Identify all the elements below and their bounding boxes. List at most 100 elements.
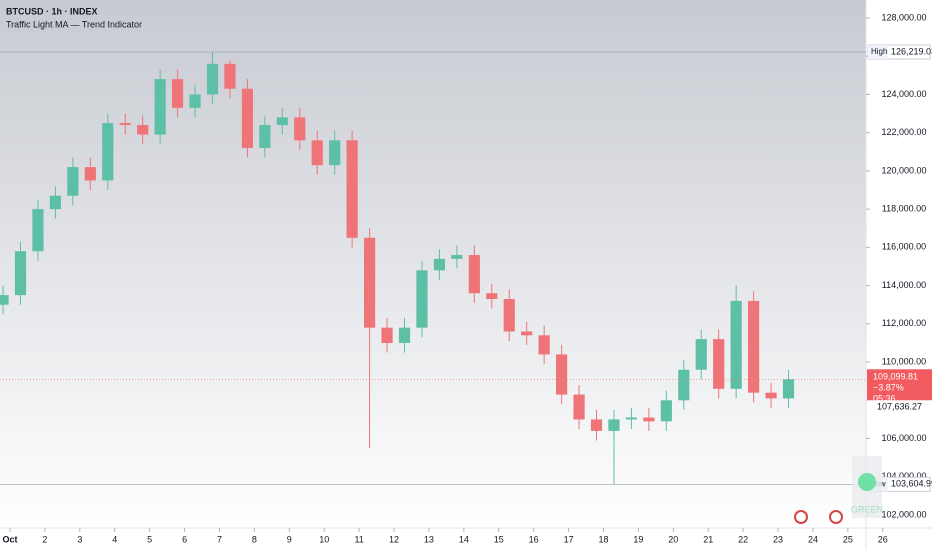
candle-body xyxy=(67,167,79,196)
x-tick-label: 17 xyxy=(564,534,574,544)
chart-subtitle: Traffic Light MA — Trend Indicator xyxy=(6,19,142,29)
candle-body xyxy=(154,79,166,135)
candle-body xyxy=(311,140,323,166)
x-tick-label: 22 xyxy=(738,534,748,544)
y-tick-label: 104,000.00 xyxy=(881,471,926,481)
candle-body xyxy=(503,298,515,332)
candle-body xyxy=(381,327,393,343)
y-tick-label: 124,000.00 xyxy=(881,89,926,99)
candle-body xyxy=(329,140,341,166)
candle-body xyxy=(276,117,288,126)
candle-body xyxy=(14,251,27,296)
candle-body xyxy=(765,392,777,399)
x-tick-label: 3 xyxy=(77,534,82,544)
candle-body xyxy=(433,258,446,271)
candle-body xyxy=(573,394,585,420)
candle-body xyxy=(364,237,376,328)
indicator-light xyxy=(858,473,876,491)
candle-body xyxy=(119,123,131,126)
last-price-countdown: 05:36 xyxy=(873,394,896,404)
x-tick-label: 24 xyxy=(808,534,818,544)
candle-body xyxy=(748,300,760,393)
candle-body xyxy=(49,195,61,210)
chart-title: BTCUSD · 1h · INDEX xyxy=(6,6,98,16)
candle-body xyxy=(189,94,201,108)
candle-body xyxy=(241,88,253,148)
x-tick-label: 8 xyxy=(252,534,257,544)
y-tick-label: 116,000.00 xyxy=(882,242,926,252)
y-tick-label: 122,000.00 xyxy=(881,127,926,137)
candle-body xyxy=(556,354,568,395)
reference-tag xyxy=(867,400,932,415)
candle-body xyxy=(0,295,9,305)
x-tick-label: 23 xyxy=(773,534,783,544)
candle-body xyxy=(713,339,725,389)
reference-label: 107,636.27 xyxy=(877,402,922,412)
candle-body xyxy=(521,331,533,336)
x-tick-label: 7 xyxy=(217,534,222,544)
candle-body xyxy=(416,270,428,328)
x-tick-label: 15 xyxy=(494,534,504,544)
x-tick-label: 13 xyxy=(424,534,434,544)
candle-body xyxy=(590,419,603,431)
y-tick-label: 102,000.00 xyxy=(881,509,926,519)
x-tick-label: 2 xyxy=(42,534,47,544)
x-tick-label: 9 xyxy=(287,534,292,544)
candle-body xyxy=(643,417,655,422)
x-tick-label: 20 xyxy=(668,534,678,544)
x-tick-label: 16 xyxy=(529,534,539,544)
event-icon[interactable] xyxy=(829,510,843,524)
candle-body xyxy=(608,419,620,431)
candle-body xyxy=(84,167,96,181)
y-tick-label: 114,000.00 xyxy=(882,280,926,290)
candle-body xyxy=(538,335,550,355)
y-tick-label: 106,000.00 xyxy=(881,433,926,443)
axes: 102,000.00104,000.00106,000.00108,000.00… xyxy=(3,12,932,544)
level-name-tag xyxy=(868,45,888,60)
candle-body xyxy=(468,255,480,294)
candle-body xyxy=(486,293,498,299)
y-tick-label: 112,000.00 xyxy=(882,318,926,328)
candle-body xyxy=(782,379,795,399)
candle-body xyxy=(660,400,672,422)
candle-body xyxy=(451,255,463,259)
candle-body xyxy=(398,327,411,343)
x-tick-label: 19 xyxy=(633,534,643,544)
x-tick-label: 18 xyxy=(598,534,608,544)
candle-body xyxy=(137,125,149,135)
level-name: High xyxy=(871,47,887,56)
y-tick-label: 128,000.00 xyxy=(881,12,926,22)
x-tick-label: 12 xyxy=(389,534,399,544)
x-tick-label: 10 xyxy=(319,534,329,544)
event-icon[interactable] xyxy=(794,510,808,524)
candle-body xyxy=(172,79,184,108)
candle-body xyxy=(730,300,742,389)
plot xyxy=(0,51,866,485)
candle-body xyxy=(102,123,114,181)
indicator-label: GREEN xyxy=(851,504,883,514)
x-tick-label: 4 xyxy=(112,534,117,544)
candle-body xyxy=(678,369,690,401)
last-price-label: 109,099.81 xyxy=(873,372,918,382)
last-price-change: −3.87% xyxy=(873,383,904,393)
y-tick-label: 110,000.00 xyxy=(882,356,926,366)
x-tick-label: 21 xyxy=(703,534,713,544)
x-tick-label: 5 xyxy=(147,534,152,544)
plot-background xyxy=(0,0,866,528)
candle-body xyxy=(625,417,638,420)
candle-body xyxy=(224,63,236,89)
x-tick-label: Oct xyxy=(3,534,18,544)
candle-body xyxy=(346,140,358,238)
level-label: 103,604.99 xyxy=(891,479,932,489)
x-tick-label: 11 xyxy=(354,534,363,544)
x-tick-label: 25 xyxy=(843,534,853,544)
candle-body xyxy=(206,63,219,95)
level-label: 126,219.03 xyxy=(891,46,932,56)
x-tick-label: 26 xyxy=(878,534,888,544)
y-tick-label: 118,000.00 xyxy=(882,204,926,214)
candle-body xyxy=(259,125,271,148)
candle-body xyxy=(294,117,306,141)
candle-body xyxy=(695,339,707,370)
x-tick-label: 14 xyxy=(459,534,469,544)
